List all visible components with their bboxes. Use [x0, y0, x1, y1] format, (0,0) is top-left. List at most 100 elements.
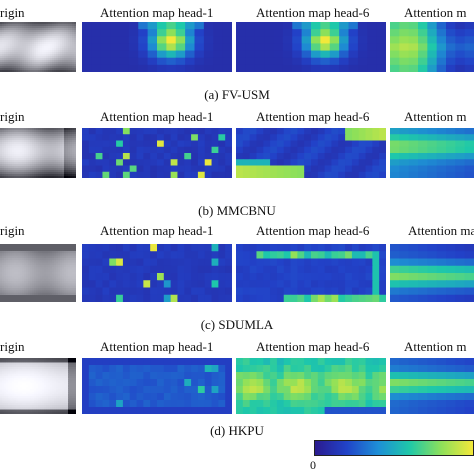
heatmap-cell	[8, 138, 11, 141]
heatmap-cell	[197, 153, 206, 160]
heatmap-cell	[358, 287, 367, 296]
heatmap-cell	[58, 384, 61, 388]
heatmap-cell	[211, 294, 219, 302]
heatmap-cell	[34, 360, 37, 364]
heatmap-cell	[64, 262, 67, 266]
heatmap-cell	[2, 134, 5, 137]
heatmap-cell	[20, 387, 23, 390]
heatmap-cell	[28, 364, 31, 368]
heatmap-cell	[16, 358, 19, 361]
heatmap-cell	[4, 409, 7, 413]
heatmap-cell	[32, 28, 35, 31]
heatmap-cell	[50, 255, 53, 259]
heatmap-cell	[16, 64, 19, 67]
heatmap-cell	[14, 164, 17, 167]
heatmap-cell	[16, 267, 19, 271]
heatmap-cell	[365, 165, 373, 173]
heatmap-cell	[163, 244, 172, 252]
heatmap-cell	[46, 400, 49, 404]
heatmap-cell	[20, 285, 23, 289]
heatmap-cell	[390, 146, 400, 154]
heatmap-cell	[72, 389, 75, 393]
heatmap-cell	[338, 294, 346, 302]
heatmap-cell	[36, 364, 39, 368]
heatmap-cell	[100, 36, 111, 45]
heatmap-cell	[34, 68, 37, 71]
heatmap-cell	[379, 273, 386, 281]
heatmap-cell	[42, 130, 45, 133]
heatmap-cell	[40, 402, 43, 406]
heatmap-cell	[297, 165, 305, 173]
heatmap-cell	[26, 40, 29, 43]
heatmap-cell	[70, 136, 73, 139]
heatmap-cell	[6, 164, 9, 167]
heatmap-cell	[8, 378, 11, 381]
heatmap-cell	[22, 70, 25, 72]
heatmap-cell	[46, 262, 49, 266]
heatmap-cell	[44, 375, 47, 379]
heatmap-cell	[38, 162, 41, 165]
heatmap-cell	[418, 258, 428, 267]
heatmap-cell	[18, 40, 21, 43]
heatmap-cell	[20, 384, 23, 388]
heatmap-cell	[38, 260, 41, 264]
heatmap-cell	[26, 32, 29, 35]
heatmap-cell	[30, 164, 33, 167]
heatmap-cell	[225, 146, 232, 154]
heatmap-cell	[2, 24, 5, 27]
heatmap-cell	[26, 396, 29, 399]
heatmap-cell	[8, 384, 11, 388]
heatmap-cell	[8, 297, 11, 301]
heatmap-cell	[66, 364, 69, 368]
heatmap-cell	[143, 244, 151, 252]
heatmap-cell	[4, 253, 7, 257]
heatmap-cell	[48, 24, 51, 27]
heatmap-cell	[54, 152, 57, 155]
heatmap-cell	[399, 134, 410, 142]
heatmap-cell	[379, 294, 386, 302]
heatmap-cell	[436, 294, 447, 302]
heatmap-cell	[14, 283, 17, 287]
heatmap-cell	[12, 246, 15, 250]
heatmap-cell	[102, 244, 110, 252]
heatmap-cell	[74, 362, 76, 366]
heatmap-cell	[292, 57, 303, 66]
heatmap-cell	[12, 253, 15, 257]
heatmap-cell	[14, 64, 17, 67]
heatmap-cell	[18, 64, 21, 67]
heatmap-cell	[64, 400, 67, 404]
heatmap-cell	[358, 146, 367, 154]
heatmap-cell	[58, 142, 61, 145]
heatmap-cell	[30, 64, 33, 67]
heatmap-cell	[6, 285, 9, 289]
heatmap-cell	[376, 50, 386, 59]
heatmap-cell	[446, 273, 456, 281]
heatmap-cell	[54, 166, 57, 169]
heatmap-cell	[222, 29, 232, 37]
heatmap-cell	[213, 29, 224, 37]
heatmap-cell	[4, 36, 7, 39]
heatmap-cell	[42, 262, 45, 266]
heatmap-cell	[351, 258, 360, 267]
heatmap-cell	[52, 128, 55, 131]
heatmap-cell	[28, 28, 31, 31]
row-d-origin-svg	[0, 358, 76, 414]
heatmap-cell	[38, 274, 41, 278]
heatmap-cell	[263, 258, 271, 267]
heatmap-cell	[184, 251, 192, 260]
heatmap-cell	[2, 28, 5, 31]
heatmap-cell	[52, 244, 55, 247]
heatmap-cell	[270, 159, 278, 167]
heatmap-cell	[66, 380, 69, 384]
heatmap-cell	[116, 146, 124, 154]
heatmap-cell	[242, 251, 251, 260]
heatmap-cell	[418, 244, 428, 252]
heatmap-cell	[34, 40, 37, 43]
heatmap-cell	[46, 364, 49, 368]
heatmap-cell	[28, 292, 31, 296]
heatmap-cell	[56, 156, 59, 159]
heatmap-cell	[351, 140, 360, 148]
heatmap-cell	[48, 34, 51, 37]
heatmap-cell	[36, 378, 39, 381]
heatmap-cell	[249, 146, 258, 154]
